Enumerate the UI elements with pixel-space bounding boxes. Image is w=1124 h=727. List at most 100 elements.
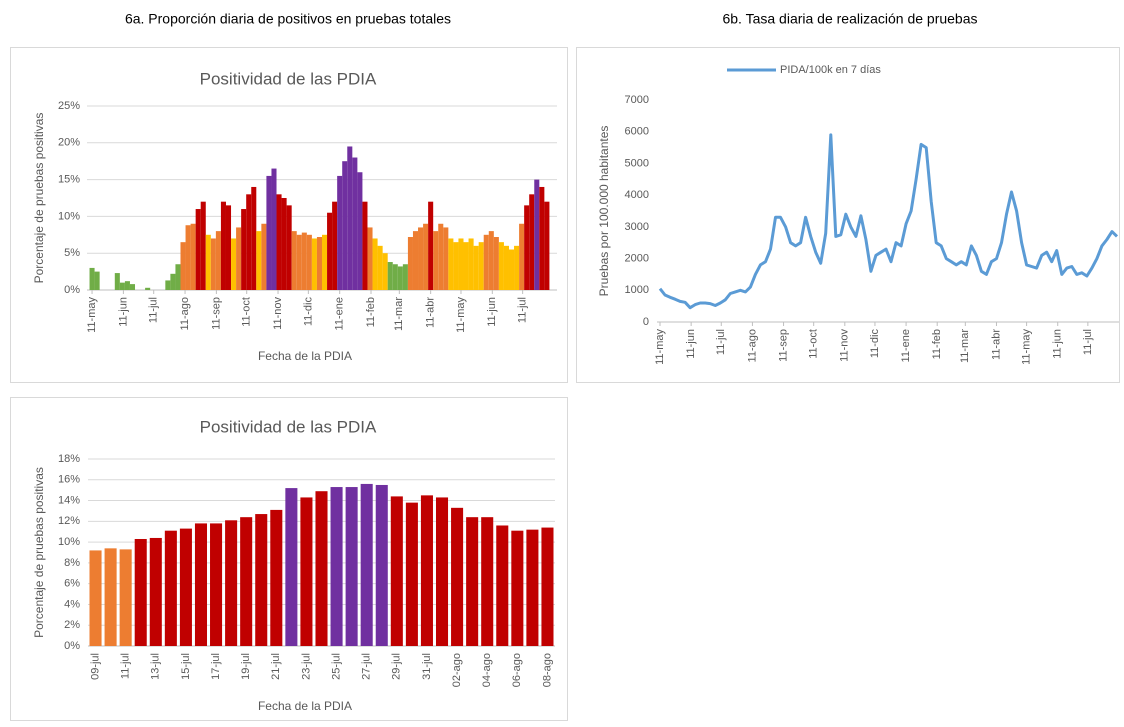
- bar: [375, 484, 388, 646]
- bar: [251, 186, 257, 290]
- bar: [428, 201, 434, 290]
- bar: [205, 234, 211, 290]
- bar: [468, 238, 474, 290]
- x-tick-label: 11-jun: [1052, 329, 1064, 359]
- bar: [519, 223, 525, 290]
- bar: [402, 264, 408, 290]
- bar: [286, 205, 292, 290]
- x-tick-label: 09-jul: [89, 653, 101, 680]
- bar: [215, 231, 221, 290]
- bar: [466, 517, 479, 646]
- y-axis-title: Porcentaje de pruebas positivas: [32, 113, 46, 284]
- y-tick-label: 12%: [58, 515, 80, 527]
- bar: [397, 266, 403, 290]
- bar: [481, 517, 494, 646]
- bar: [496, 525, 509, 646]
- x-tick-label: 11-jul: [120, 653, 132, 679]
- bar: [180, 242, 186, 290]
- x-tick-label: 11-may: [455, 297, 467, 333]
- y-tick-label: 4000: [625, 189, 649, 201]
- bar: [316, 237, 322, 290]
- bar: [473, 245, 479, 290]
- bar: [256, 231, 262, 290]
- bar: [463, 242, 469, 290]
- bar: [225, 520, 238, 646]
- bar: [367, 227, 373, 290]
- bar: [387, 262, 393, 290]
- bar: [483, 234, 489, 290]
- bar: [164, 530, 177, 646]
- y-tick-label: 25%: [58, 100, 80, 112]
- bar: [539, 186, 545, 290]
- bar: [342, 161, 348, 290]
- bar: [225, 205, 232, 290]
- bar: [276, 194, 282, 290]
- bar: [89, 267, 95, 290]
- chart-title: Positividad de las PDIA: [200, 69, 377, 88]
- x-tick-label: 23-jul: [300, 653, 312, 680]
- x-tick-label: 11-ene: [900, 329, 912, 362]
- bar: [451, 507, 464, 646]
- x-tick-label: 11-abr: [425, 297, 437, 328]
- bar: [179, 528, 192, 646]
- bar: [246, 194, 252, 290]
- x-tick-label: 11-jun: [117, 297, 129, 327]
- y-tick-label: 5000: [625, 157, 649, 169]
- bar: [412, 231, 419, 290]
- y-tick-label: 20%: [58, 137, 80, 149]
- x-tick-label: 11-oct: [808, 329, 820, 359]
- x-tick-label: 11-sep: [210, 297, 222, 330]
- bar: [306, 234, 312, 290]
- y-tick-label: 16%: [58, 474, 80, 486]
- x-tick-label: 11-nov: [272, 297, 284, 330]
- bar: [285, 488, 298, 646]
- y-tick-label: 4%: [64, 598, 80, 610]
- bar: [493, 237, 499, 290]
- x-tick-label: 08-ago: [541, 653, 553, 687]
- bar: [185, 225, 191, 290]
- x-tick-label: 11-jun: [486, 297, 498, 327]
- bar: [420, 495, 433, 646]
- bar: [352, 157, 358, 290]
- x-tick-label: 29-jul: [391, 653, 403, 680]
- bar: [149, 537, 162, 646]
- bar: [360, 483, 373, 646]
- bar: [438, 223, 444, 290]
- x-tick-label: 11-sep: [777, 329, 789, 362]
- bar: [241, 209, 247, 290]
- x-axis-title: Fecha de la PDIA: [258, 699, 352, 713]
- y-tick-label: 3000: [625, 221, 649, 233]
- y-tick-label: 14%: [58, 494, 80, 506]
- y-tick-label: 2000: [625, 252, 649, 264]
- bar: [129, 284, 136, 290]
- bar: [448, 238, 454, 290]
- bar: [511, 530, 524, 646]
- bar: [236, 227, 242, 290]
- bar: [281, 198, 287, 290]
- x-tick-label: 11-may: [1021, 329, 1033, 365]
- bar: [407, 237, 413, 290]
- bar: [347, 146, 353, 290]
- x-tick-label: 11-ene: [334, 297, 346, 330]
- legend-label: PIDA/100k en 7 días: [780, 64, 881, 76]
- bar: [134, 538, 147, 646]
- x-tick-label: 17-jul: [210, 653, 222, 680]
- y-axis-title: Pruebas por 100.000 habitantes: [597, 126, 611, 297]
- bar: [311, 238, 317, 290]
- bar: [104, 548, 117, 646]
- y-tick-label: 1000: [625, 284, 649, 296]
- x-tick-label: 11-mar: [393, 297, 405, 331]
- bar: [145, 287, 151, 290]
- bar: [382, 253, 388, 290]
- x-tick-label: 11-jul: [517, 297, 529, 323]
- bar: [89, 550, 102, 646]
- y-tick-label: 10%: [58, 210, 80, 222]
- bar: [524, 205, 530, 290]
- bar: [194, 523, 208, 646]
- bar: [240, 517, 253, 646]
- y-axis-title: Porcentaje de pruebas positivas: [32, 467, 46, 638]
- y-tick-label: 7000: [625, 94, 649, 106]
- x-tick-label: 19-jul: [240, 653, 252, 680]
- y-tick-label: 6000: [625, 126, 649, 138]
